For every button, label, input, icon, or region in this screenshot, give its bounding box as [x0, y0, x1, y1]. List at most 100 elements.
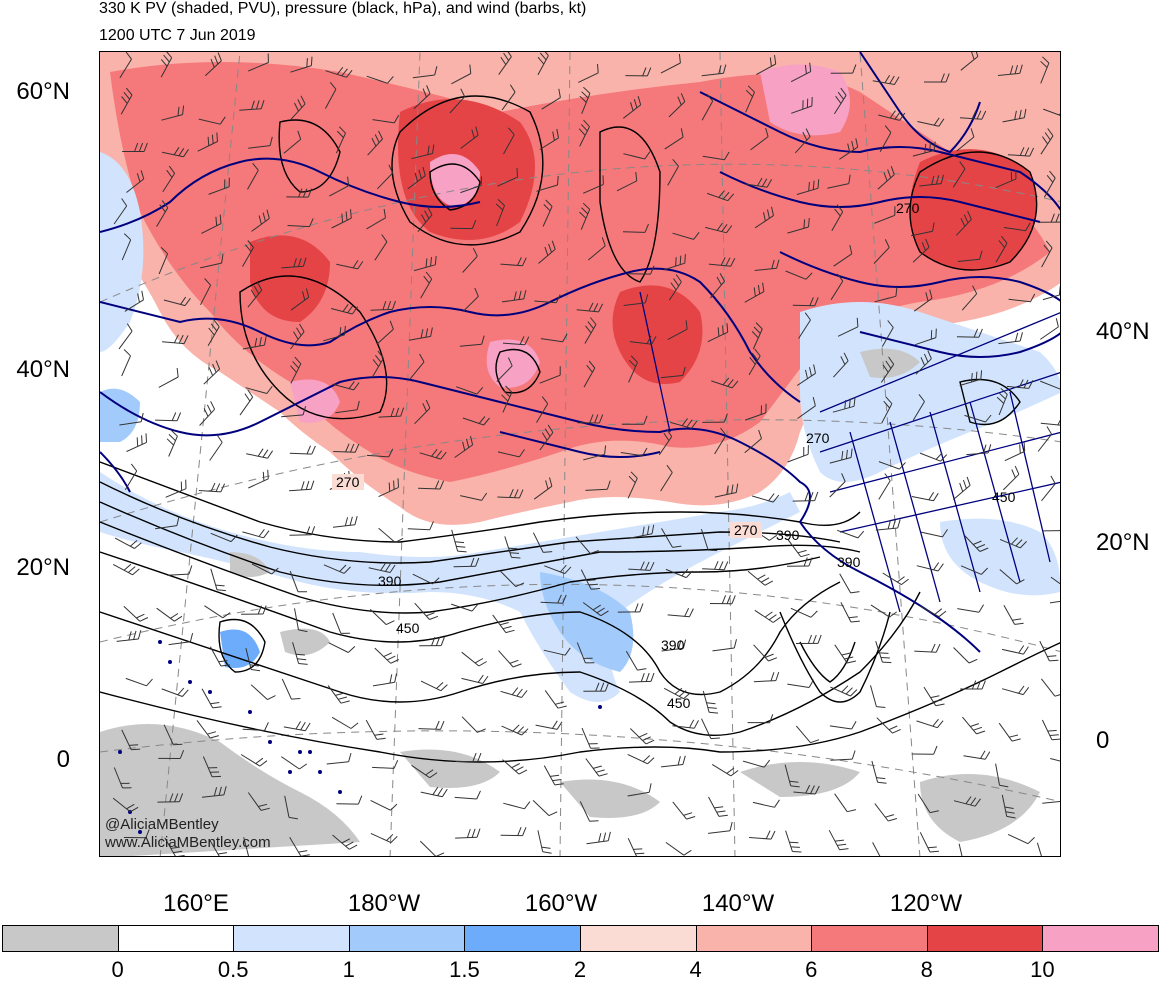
wind-barb-feather [709, 712, 718, 713]
wind-barb-feather [876, 778, 885, 779]
wind-barb-staff [167, 574, 189, 575]
wind-barb-feather [758, 575, 766, 579]
wind-barb-feather [430, 616, 438, 619]
wind-barb-staff [668, 615, 690, 617]
wind-barb-feather [256, 758, 263, 763]
wind-barb-staff [954, 648, 970, 664]
wind-barb-feather [766, 831, 770, 839]
wind-barb-staff [544, 766, 555, 785]
wind-barb-feather [792, 852, 801, 853]
wind-barb-staff [793, 305, 815, 306]
wind-barb-staff [959, 844, 964, 857]
colorbar-tick-label: 6 [805, 957, 817, 983]
wind-barb-feather [131, 749, 140, 750]
wind-barb-feather [761, 578, 769, 582]
wind-barb-feather [146, 433, 147, 442]
wind-barb-feather [876, 707, 885, 708]
wind-barb-staff [754, 645, 769, 661]
wind-barb-feather [128, 567, 135, 573]
wind-barb-staff [373, 682, 395, 686]
wind-barb-feather [436, 682, 443, 688]
wind-barb-feather [441, 637, 444, 645]
lon-label-140w: 140°W [702, 890, 774, 918]
wind-barb-staff [333, 525, 355, 527]
wind-barb-feather [967, 477, 970, 486]
wind-barb-feather [305, 723, 310, 731]
wind-barb-feather [851, 621, 860, 622]
wind-barb-feather [510, 660, 518, 663]
wind-barb-staff [875, 804, 888, 821]
wind-barb-feather [1019, 646, 1024, 654]
wind-barb-feather [216, 483, 220, 491]
wind-barb-feather [1019, 686, 1024, 693]
wind-barb-feather [711, 738, 720, 739]
wind-barb-staff [829, 830, 839, 850]
colorbar-tick-label: 1 [343, 957, 355, 983]
wind-barb-feather [889, 726, 897, 730]
wind-barb-feather [268, 696, 276, 700]
wind-barb-staff [545, 690, 558, 708]
wind-barb-feather [694, 720, 698, 728]
wind-barb-feather [1020, 444, 1021, 453]
wind-barb-staff [630, 729, 646, 744]
wind-barb-feather [765, 612, 772, 617]
wind-barb-feather [518, 827, 521, 835]
wind-barb-feather [512, 688, 518, 695]
wind-barb-staff [127, 442, 147, 451]
wind-barb-feather [207, 732, 216, 735]
wind-barb-feather [177, 368, 178, 377]
wind-barb-feather [296, 721, 301, 729]
wind-barb-feather [882, 662, 891, 663]
wind-barb-feather [878, 782, 887, 783]
wind-barb-feather [1009, 735, 1018, 737]
wind-barb-feather [358, 796, 361, 804]
wind-barb-staff [1042, 720, 1052, 740]
wind-barb-feather [210, 703, 219, 704]
colorbar-tick-label: 0 [111, 957, 123, 983]
wind-barb-staff [748, 571, 765, 585]
colorbar-tick-label: 2 [574, 957, 586, 983]
wind-barb-feather [852, 751, 855, 760]
wind-barb-feather [483, 676, 488, 683]
wind-barb-feather [263, 450, 268, 458]
wind-barb-staff [281, 757, 299, 769]
wind-barb-feather [1047, 427, 1052, 435]
wind-barb-feather [1012, 739, 1021, 741]
wind-barb-feather [960, 483, 963, 492]
wind-barb-feather [1028, 837, 1035, 843]
wind-barb-staff [957, 337, 979, 338]
wind-barb-feather [1020, 332, 1022, 341]
wind-barb-feather [510, 553, 519, 554]
wind-barb-staff [371, 833, 391, 842]
wind-barb-feather [500, 623, 509, 625]
wind-barb-feather [1051, 476, 1055, 484]
wind-barb-feather [604, 833, 606, 842]
wind-barb-feather [519, 770, 527, 774]
wind-barb-staff [713, 648, 735, 651]
wind-barb-feather [477, 729, 485, 733]
wind-barb-feather [734, 639, 736, 648]
wind-barb-feather [458, 551, 467, 552]
wind-barb-staff [503, 803, 524, 809]
wind-barb-feather [391, 836, 397, 842]
wind-barb-feather [646, 673, 649, 682]
wind-barb-feather [384, 653, 392, 657]
wind-barb-feather [730, 822, 732, 831]
wind-barb-feather [769, 658, 777, 661]
wind-barb-feather [553, 721, 558, 729]
wind-barb-feather [312, 446, 316, 454]
colorbar-swatch [349, 925, 466, 952]
wind-barb-feather [216, 585, 225, 586]
wind-barb-feather [268, 451, 273, 459]
wind-barb-feather [349, 753, 351, 762]
wind-barb-feather [842, 686, 848, 692]
wind-barb-feather [245, 394, 250, 402]
wind-barb-feather [1052, 739, 1061, 740]
wind-barb-feather [558, 706, 567, 708]
wind-barb-feather [1059, 286, 1060, 295]
wind-barb-feather [477, 791, 481, 799]
wind-barb-feather [939, 611, 946, 617]
wind-barb-feather [210, 736, 219, 738]
wind-barb-staff [582, 728, 591, 748]
wind-barb-feather [684, 850, 692, 855]
